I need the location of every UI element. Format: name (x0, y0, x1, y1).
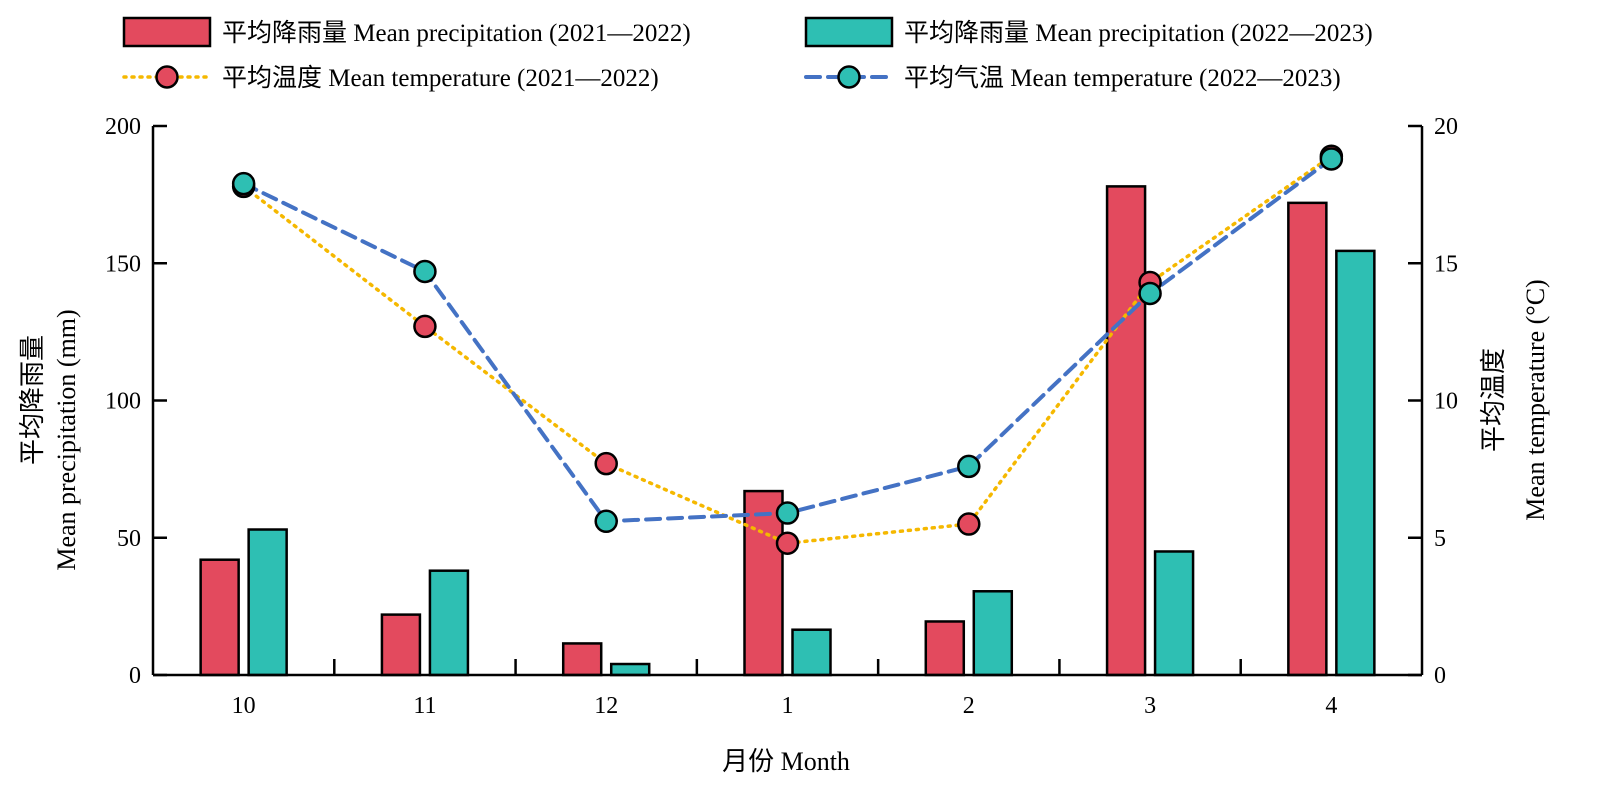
y-right-tick-label: 10 (1434, 389, 1458, 415)
x-tick-label: 2 (963, 693, 975, 719)
bar-s2-1 (791, 628, 832, 677)
legend-swatch (122, 16, 212, 48)
bar-s2-12 (609, 662, 651, 677)
point-s1-1 (775, 531, 800, 555)
bar-s1-3 (1105, 185, 1147, 677)
y-axis-left-title-cn: 平均降雨量 (18, 335, 47, 465)
bar-s1-10 (199, 558, 240, 677)
y-axis-left-title-en: Mean precipitation (mm) (52, 309, 81, 570)
legend-item-2: 平均降雨量 Mean precipitation (2022—2023) (804, 16, 1373, 48)
bars-layer (199, 185, 1376, 677)
y-axis-right-title-en: Mean temperature (°C) (1521, 279, 1550, 520)
x-tick-label: 11 (413, 693, 436, 719)
line-series-1 (241, 154, 1334, 546)
point-s2-4 (1319, 147, 1344, 171)
y-left-tick-label: 100 (105, 389, 141, 415)
bar-s2-10 (247, 528, 288, 677)
legend-item-3: 平均温度 Mean temperature (2021—2022) (122, 64, 659, 92)
x-tick-label: 1 (782, 693, 794, 719)
y-axis-right-title-cn: 平均温度 (1479, 348, 1508, 452)
point-s2-11 (413, 259, 437, 284)
point-s1-11 (413, 314, 437, 339)
point-s2-3 (1138, 281, 1162, 306)
legend: 平均降雨量 Mean precipitation (2021—2022) 平均降雨… (122, 16, 1373, 92)
legend-marker (155, 65, 179, 89)
bar-s2-11 (428, 569, 470, 677)
bar-s2-4 (1335, 249, 1376, 677)
bar-s1-1 (743, 489, 784, 677)
y-right-tick-label: 20 (1434, 114, 1458, 140)
legend-item-1: 平均降雨量 Mean precipitation (2021—2022) (122, 16, 691, 48)
legend-swatch (804, 16, 894, 48)
y-left-tick-label: 50 (117, 526, 141, 552)
point-s2-10 (231, 171, 256, 196)
legend-item-4: 平均气温 Mean temperature (2022—2023) (804, 64, 1341, 92)
lines-layer (231, 144, 1344, 555)
bar-s1-11 (380, 613, 422, 677)
point-s2-12 (594, 509, 618, 534)
legend-label: 平均降雨量 Mean precipitation (2022—2023) (904, 19, 1373, 47)
point-s2-1 (775, 501, 800, 525)
bar-s2-3 (1153, 550, 1195, 677)
bar-s1-4 (1287, 201, 1328, 677)
x-tick-label: 12 (594, 693, 618, 719)
y-left-tick-label: 200 (105, 114, 141, 140)
x-axis-title: 月份 Month (722, 747, 850, 776)
legend-label: 平均温度 Mean temperature (2021—2022) (222, 64, 659, 92)
x-tick-label: 3 (1144, 693, 1156, 719)
line-series-2 (241, 156, 1334, 524)
point-s1-2 (957, 512, 981, 536)
bar-s2-2 (972, 590, 1014, 677)
bar-s1-12 (561, 642, 603, 677)
y-right-tick-label: 5 (1434, 526, 1446, 552)
legend-label: 平均降雨量 Mean precipitation (2021—2022) (222, 19, 691, 47)
point-s2-2 (957, 454, 981, 479)
bar-s1-2 (924, 620, 966, 677)
legend-label: 平均气温 Mean temperature (2022—2023) (904, 64, 1341, 92)
x-tick-label: 10 (232, 693, 256, 719)
y-right-tick-label: 15 (1434, 251, 1458, 277)
x-tick-label: 4 (1325, 693, 1337, 719)
legend-marker (837, 65, 861, 89)
y-left-tick-label: 150 (105, 251, 141, 277)
point-s1-12 (594, 451, 618, 476)
y-left-tick-label: 0 (129, 663, 141, 689)
y-right-tick-label: 0 (1434, 663, 1446, 689)
